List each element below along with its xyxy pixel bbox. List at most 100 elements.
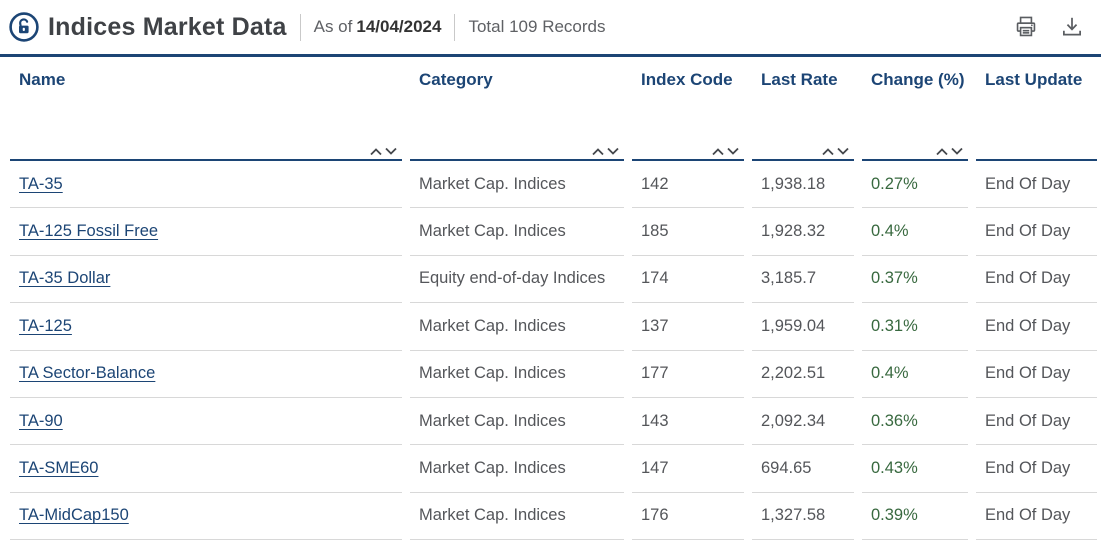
category-cell: Market Cap. Indices <box>410 208 624 255</box>
column-header: Name <box>10 57 402 161</box>
last-rate-cell: 1,327.58 <box>752 493 854 540</box>
change-cell: 0.43% <box>862 445 968 492</box>
last-update-cell: End Of Day <box>976 303 1097 350</box>
print-icon <box>1013 14 1039 40</box>
index-code-cell: 142 <box>632 161 744 208</box>
change-cell: 0.39% <box>862 493 968 540</box>
last-update-cell: End Of Day <box>976 208 1097 255</box>
category-cell: Market Cap. Indices <box>410 493 624 540</box>
column-header-label: Category <box>419 70 620 90</box>
sort-chevrons <box>935 146 964 157</box>
last-update-cell: End Of Day <box>976 398 1097 445</box>
sort-descending-icon[interactable] <box>950 146 964 157</box>
index-name-link[interactable]: TA-125 Fossil Free <box>19 222 158 241</box>
table-row: TA-SME60 Market Cap. Indices 147 694.65 … <box>10 445 1097 492</box>
name-cell: TA-35 <box>10 161 402 208</box>
name-cell: TA-125 Fossil Free <box>10 208 402 255</box>
change-cell: 0.31% <box>862 303 968 350</box>
sort-ascending-icon[interactable] <box>935 146 949 157</box>
category-cell: Market Cap. Indices <box>410 351 624 398</box>
download-button[interactable] <box>1057 12 1087 42</box>
sort-ascending-icon[interactable] <box>591 146 605 157</box>
column-header: Last Rate <box>752 57 854 161</box>
change-value: 0.27% <box>871 175 918 194</box>
table-body: TA-35 Market Cap. Indices 142 1,938.18 0… <box>0 161 1101 540</box>
name-cell: TA-SME60 <box>10 445 402 492</box>
change-value: 0.4% <box>871 222 909 241</box>
last-rate-cell: 3,185.7 <box>752 256 854 303</box>
sort-ascending-icon[interactable] <box>711 146 725 157</box>
table-header-row: Name Category Index Code Last Rate Chang… <box>10 57 1097 161</box>
table-row: TA-125 Fossil Free Market Cap. Indices 1… <box>10 208 1097 255</box>
table-row: TA-35 Dollar Equity end-of-day Indices 1… <box>10 256 1097 303</box>
last-update-cell: End Of Day <box>976 351 1097 398</box>
index-code-cell: 185 <box>632 208 744 255</box>
last-rate-cell: 2,092.34 <box>752 398 854 445</box>
table-row: TA Sector-Balance Market Cap. Indices 17… <box>10 351 1097 398</box>
download-icon <box>1059 14 1085 40</box>
sort-chevrons <box>821 146 850 157</box>
column-header: Change (%) <box>862 57 968 161</box>
column-header: Category <box>410 57 624 161</box>
as-of-text: As of14/04/2024 <box>314 17 442 37</box>
last-rate-cell: 694.65 <box>752 445 854 492</box>
table-row: TA-125 Market Cap. Indices 137 1,959.04 … <box>10 303 1097 350</box>
column-header-label: Index Code <box>641 70 740 90</box>
sort-descending-icon[interactable] <box>726 146 740 157</box>
last-update-cell: End Of Day <box>976 493 1097 540</box>
change-value: 0.31% <box>871 317 918 336</box>
column-header: Last Update <box>976 57 1097 161</box>
name-cell: TA-35 Dollar <box>10 256 402 303</box>
titlebar: Indices Market Data As of14/04/2024 Tota… <box>0 0 1101 57</box>
change-cell: 0.27% <box>862 161 968 208</box>
index-code-cell: 174 <box>632 256 744 303</box>
index-code-cell: 147 <box>632 445 744 492</box>
index-name-link[interactable]: TA-35 Dollar <box>19 269 110 288</box>
column-header-label: Change (%) <box>871 70 964 90</box>
index-name-link[interactable]: TA-MidCap150 <box>19 506 129 525</box>
sort-chevrons <box>369 146 398 157</box>
page-title: Indices Market Data <box>48 13 287 42</box>
last-rate-cell: 1,928.32 <box>752 208 854 255</box>
name-cell: TA-MidCap150 <box>10 493 402 540</box>
change-cell: 0.4% <box>862 351 968 398</box>
name-cell: TA-90 <box>10 398 402 445</box>
sort-chevrons <box>591 146 620 157</box>
index-name-link[interactable]: TA-35 <box>19 175 63 194</box>
change-value: 0.36% <box>871 412 918 431</box>
as-of-date: 14/04/2024 <box>356 17 441 36</box>
index-name-link[interactable]: TA-90 <box>19 412 63 431</box>
column-header-label: Last Update <box>985 70 1093 90</box>
sort-descending-icon[interactable] <box>836 146 850 157</box>
table-row: TA-90 Market Cap. Indices 143 2,092.34 0… <box>10 398 1097 445</box>
category-cell: Market Cap. Indices <box>410 398 624 445</box>
total-records: Total 109 Records <box>468 17 605 37</box>
change-cell: 0.36% <box>862 398 968 445</box>
sort-descending-icon[interactable] <box>606 146 620 157</box>
last-update-cell: End Of Day <box>976 445 1097 492</box>
change-value: 0.4% <box>871 364 909 383</box>
print-button[interactable] <box>1011 12 1041 42</box>
last-rate-cell: 1,938.18 <box>752 161 854 208</box>
last-update-cell: End Of Day <box>976 161 1097 208</box>
change-cell: 0.4% <box>862 208 968 255</box>
sort-ascending-icon[interactable] <box>821 146 835 157</box>
divider <box>300 14 301 41</box>
category-cell: Market Cap. Indices <box>410 445 624 492</box>
index-name-link[interactable]: TA Sector-Balance <box>19 364 155 383</box>
column-header: Index Code <box>632 57 744 161</box>
titlebar-actions <box>1011 12 1087 42</box>
sort-descending-icon[interactable] <box>384 146 398 157</box>
change-value: 0.43% <box>871 459 918 478</box>
table-row: TA-MidCap150 Market Cap. Indices 176 1,3… <box>10 493 1097 540</box>
name-cell: TA-125 <box>10 303 402 350</box>
category-cell: Market Cap. Indices <box>410 303 624 350</box>
column-header-label: Name <box>19 70 398 90</box>
change-cell: 0.37% <box>862 256 968 303</box>
name-cell: TA Sector-Balance <box>10 351 402 398</box>
index-code-cell: 137 <box>632 303 744 350</box>
index-name-link[interactable]: TA-SME60 <box>19 459 98 478</box>
change-value: 0.39% <box>871 506 918 525</box>
index-name-link[interactable]: TA-125 <box>19 317 72 336</box>
sort-ascending-icon[interactable] <box>369 146 383 157</box>
